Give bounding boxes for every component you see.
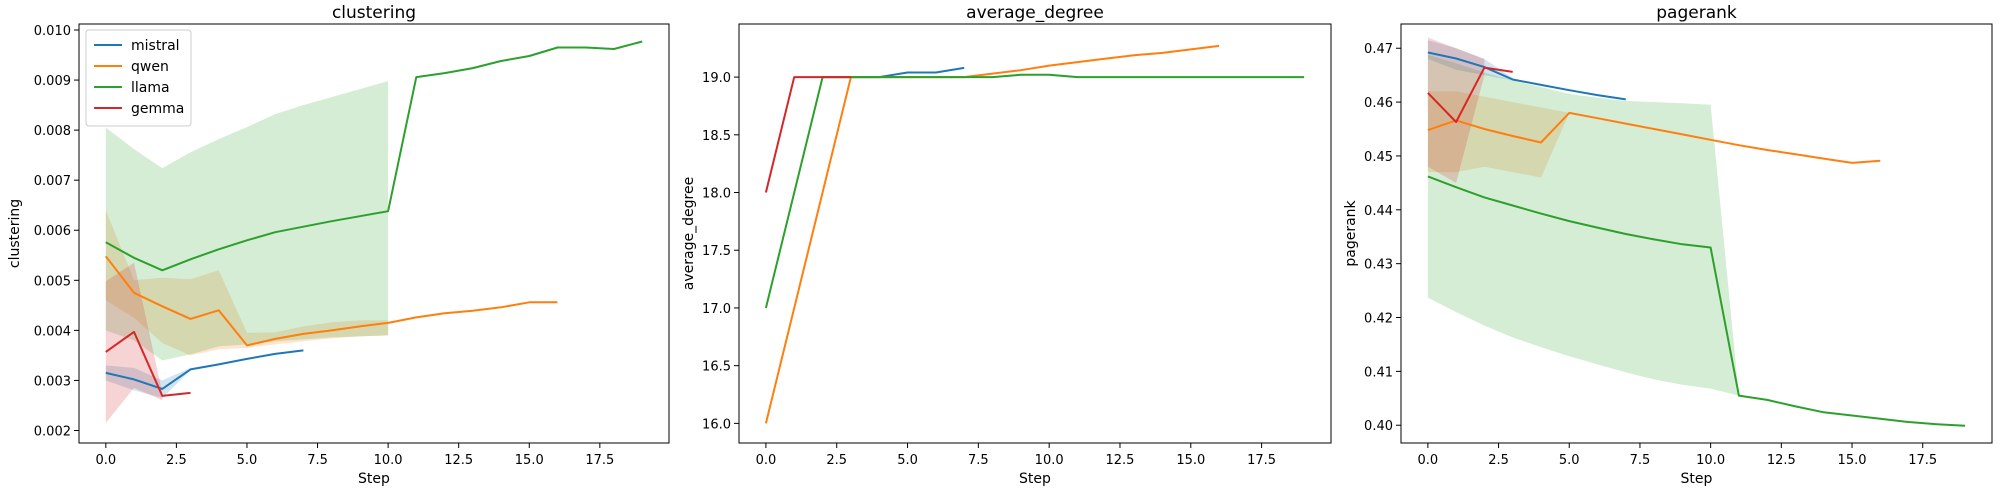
legend-label-mistral: mistral [131,38,180,54]
y-tick-label: 16.0 [702,417,731,432]
y-tick-label: 0.46 [1364,96,1393,111]
legend-label-llama: llama [131,80,170,96]
legend: mistral qwen llama gemma [85,29,192,127]
series-line-qwen [105,255,558,347]
y-axis-label: clustering [7,199,23,268]
axes-frame [738,23,1332,444]
series-line-gemma [1427,66,1513,123]
confidence-band-gemma [1427,37,1485,183]
band-layer [1427,37,1739,396]
y-tick-label: 0.45 [1364,150,1393,165]
x-tick-label: 7.5 [307,453,328,468]
y-tick-label: 0.010 [34,24,71,39]
y-tick-label: 0.43 [1364,258,1393,273]
x-tick-label: 0.0 [1418,453,1439,468]
x-tick-label: 10.0 [1035,453,1064,468]
legend-box [85,29,192,127]
y-tick-label: 18.0 [702,187,731,202]
x-tick-label: 15.0 [1838,453,1867,468]
x-tick-label: 7.5 [1630,453,1651,468]
y-tick-label: 0.42 [1364,312,1393,327]
series-line-gemma [764,76,851,193]
y-tick-label: 0.47 [1364,42,1393,57]
y-tick-label: 0.002 [34,424,71,439]
confidence-band-qwen [105,210,389,356]
confidence-band-gemma [105,262,163,423]
x-tick-label: 12.5 [1767,453,1796,468]
x-tick-label: 2.5 [1488,453,1509,468]
chart-title: average_degree [966,3,1104,23]
x-tick-label: 12.5 [1105,453,1134,468]
series-line-gemma [105,330,191,397]
chart-panel-pagerank: 0.0 2.5 5.0 7.5 10.0 12.5 15.0 17.5 0.40 0.41 0.42… [1343,3,1993,487]
y-axis-label: pagerank [1343,199,1359,266]
y-tick-label: 0.005 [34,274,71,289]
confidence-band-mistral [105,365,191,398]
x-tick-label: 15.0 [515,453,544,468]
axes-frame [78,23,670,444]
y-tick-label: 0.008 [34,124,71,139]
x-tick-label: 10.0 [374,453,403,468]
y-tick-label: 0.006 [34,224,71,239]
y-tick-label: 19.0 [702,71,731,86]
x-tick-label: 5.0 [897,453,918,468]
x-tick-label: 5.0 [237,453,258,468]
series-line-llama [764,73,1305,309]
x-tick-label: 17.5 [1908,453,1937,468]
y-tick-label: 0.44 [1364,204,1393,219]
line-layer [105,40,643,397]
x-tick-label: 10.0 [1696,453,1725,468]
y-axis-label: average_degree [681,177,697,290]
line-layer [1427,51,1966,427]
chart-panel-average_degree: 0.0 2.5 5.0 7.5 10.0 12.5 15.0 17.5 16.0 16.5 17.0… [681,3,1332,487]
series-line-mistral [822,66,965,79]
series-line-qwen [764,44,1220,424]
y-tick-label: 18.5 [702,129,731,144]
confidence-band-llama [105,81,389,361]
x-tick-label: 0.0 [756,453,777,468]
y-tick-label: 17.5 [702,244,731,259]
y-tick-label: 0.007 [34,174,71,189]
series-line-mistral [1427,51,1626,101]
y-tick-label: 0.40 [1364,419,1393,434]
x-tick-label: 5.0 [1559,453,1580,468]
series-line-llama [1427,175,1966,427]
y-tick-label: 0.41 [1364,365,1393,380]
x-tick-label: 17.5 [585,453,614,468]
axes-frame [1400,23,1993,444]
x-axis-label: Step [1681,471,1713,487]
chart-panel-clustering: 0.0 2.5 5.0 7.5 10.0 12.5 15.0 17.5 0.002 0.003 0.… [7,3,670,487]
x-axis-label: Step [358,471,390,487]
legend-label-gemma: gemma [131,101,184,117]
y-tick-label: 17.0 [702,302,731,317]
chart-title: pagerank [1656,3,1737,23]
x-tick-label: 2.5 [826,453,847,468]
y-tick-label: 0.003 [34,374,71,389]
x-tick-label: 17.5 [1247,453,1276,468]
y-tick-label: 0.009 [34,74,71,89]
series-line-llama [105,40,643,272]
series-line-qwen [1427,111,1881,164]
band-layer [105,81,389,423]
x-tick-label: 7.5 [968,453,989,468]
x-tick-label: 0.0 [95,453,116,468]
confidence-band-qwen [1427,91,1570,178]
chart-title: clustering [332,3,416,23]
legend-label-qwen: qwen [131,59,169,75]
y-tick-label: 16.5 [702,360,731,375]
series-line-mistral [105,349,304,390]
y-tick-label: 0.004 [34,324,71,339]
x-tick-label: 12.5 [444,453,473,468]
x-tick-label: 2.5 [166,453,187,468]
x-axis-label: Step [1019,471,1051,487]
line-layer [764,44,1305,424]
x-tick-label: 15.0 [1176,453,1205,468]
